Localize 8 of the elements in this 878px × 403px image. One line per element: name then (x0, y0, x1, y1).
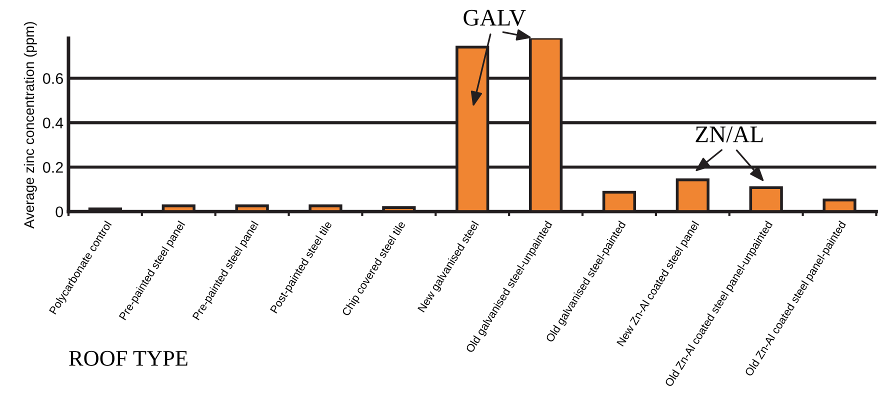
y-tick-label: 0 (56, 206, 64, 218)
y-tick-label: 0.6 (42, 73, 63, 84)
annotation: GALV (464, 10, 526, 26)
y-tick-label: 0.2 (42, 162, 63, 173)
y-axis-title: Average zinc concentration (ppm) (24, 22, 37, 229)
y-tick-label: 0.4 (42, 118, 64, 128)
x-axis-title: ROOF TYPE (69, 350, 188, 366)
annotation: ZN/AL (696, 126, 763, 142)
